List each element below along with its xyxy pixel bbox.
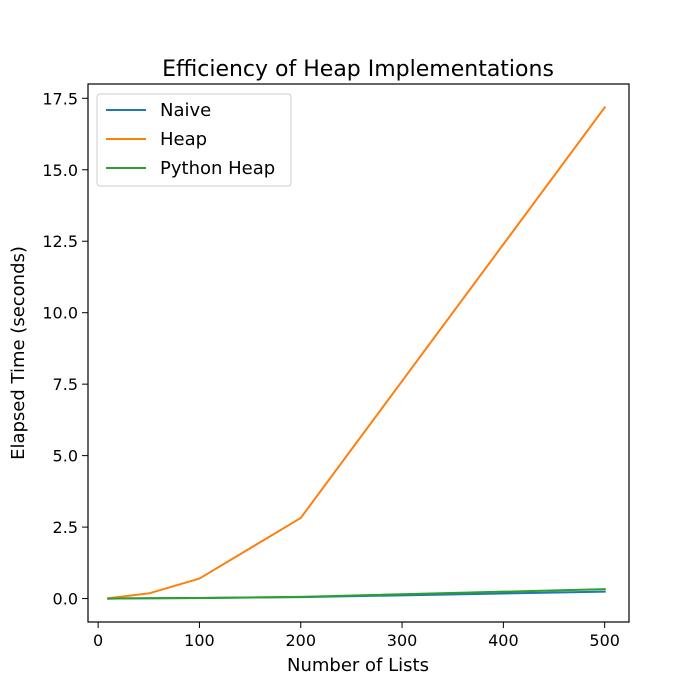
series-line-python-heap <box>107 588 606 600</box>
x-tick-label-500: 500 <box>589 631 620 650</box>
y-tick-label-17-5: 17.5 <box>42 89 78 108</box>
y-tick-label-12-5: 12.5 <box>42 232 78 251</box>
legend-label-python-heap: Python Heap <box>160 158 275 179</box>
legend-label-heap: Heap <box>160 129 207 150</box>
y-tick-label-10-0: 10.0 <box>42 304 78 323</box>
x-tick-label-200: 200 <box>285 631 316 650</box>
y-axis: 0.0 2.5 5.0 7.5 10.0 12.5 15.0 17.5 <box>42 89 88 609</box>
plot-frame <box>87 83 630 623</box>
series-layer <box>107 106 607 600</box>
x-tick-label-400: 400 <box>488 631 519 650</box>
chart-title: Efficiency of Heap Implementations <box>162 57 554 82</box>
series-line-heap <box>107 106 607 600</box>
y-tick-label-0-0: 0.0 <box>53 590 78 609</box>
x-tick-label-300: 300 <box>387 631 418 650</box>
x-tick-label-0: 0 <box>93 631 103 650</box>
y-tick-label-5-0: 5.0 <box>53 447 78 466</box>
legend: Naive Heap Python Heap <box>96 93 292 187</box>
x-axis: 0 100 200 300 400 500 <box>93 622 620 650</box>
legend-box <box>96 93 292 187</box>
legend-label-naive: Naive <box>160 100 211 121</box>
x-tick-label-100: 100 <box>184 631 215 650</box>
y-tick-label-2-5: 2.5 <box>53 518 78 537</box>
y-tick-label-15-0: 15.0 <box>42 161 78 180</box>
y-axis-label: Elapsed Time (seconds) <box>8 246 29 460</box>
x-axis-label: Number of Lists <box>287 655 429 676</box>
y-tick-label-7-5: 7.5 <box>53 375 78 394</box>
